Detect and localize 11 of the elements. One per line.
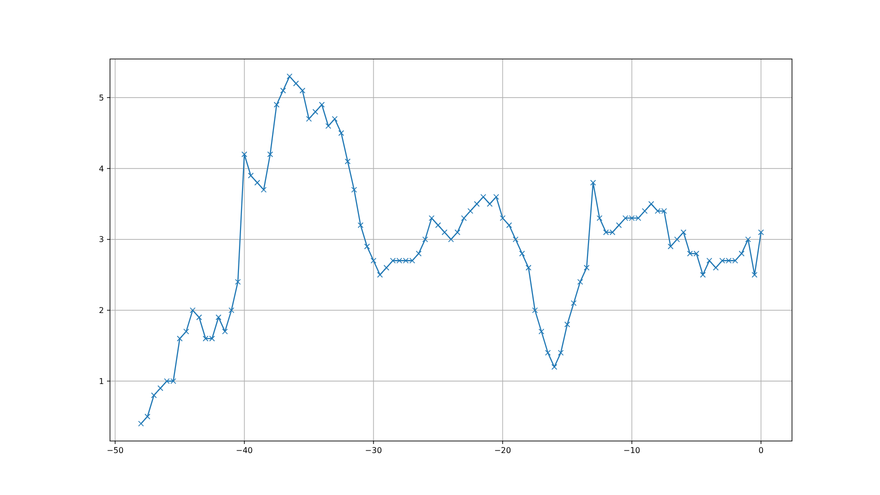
- y-tick-label: 4: [98, 164, 104, 174]
- y-tick-label: 5: [98, 93, 104, 102]
- x-tick-label: −40: [236, 446, 253, 455]
- y-tick-label: 2: [98, 306, 104, 316]
- y-tick-label: 3: [98, 235, 104, 244]
- x-tick-label: 0: [758, 446, 764, 455]
- y-tick-label: 1: [98, 376, 104, 386]
- x-tick-label: −50: [106, 446, 124, 455]
- x-tick-label: −20: [494, 446, 512, 455]
- x-tick-label: −10: [623, 446, 640, 455]
- x-tick-label: −30: [365, 446, 382, 455]
